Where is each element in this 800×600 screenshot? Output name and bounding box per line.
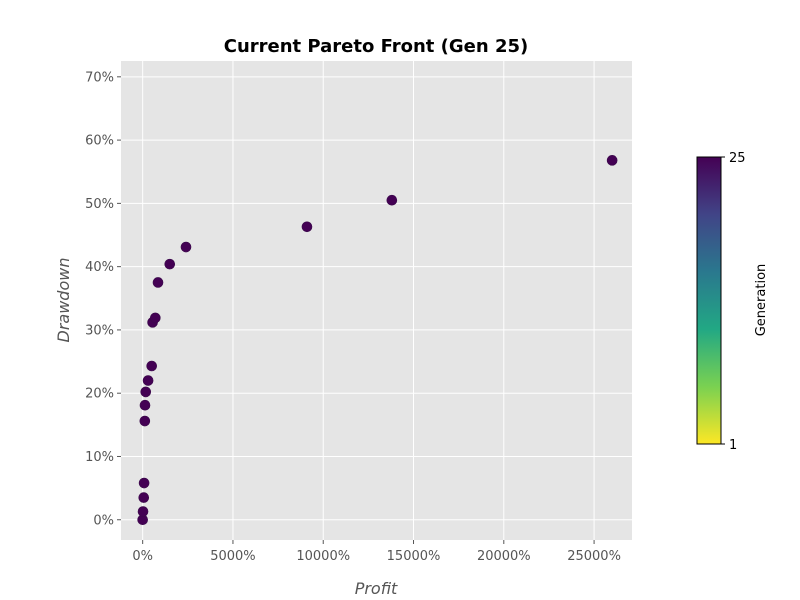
x-tick-label: 0% [132,549,153,564]
data-points [137,155,618,526]
data-point [139,399,151,411]
plot-area [121,61,632,540]
colorbar-gradient [696,156,722,445]
data-point [140,386,152,398]
x-axis-label: Profit [355,579,398,598]
y-tick-label: 40% [85,260,114,275]
colorbar: 25 1 Generation [696,151,769,453]
y-tick-label: 0% [93,513,114,528]
x-axis-ticks: 0% 5000% 10000% 15000% 20000% 25000% [132,540,621,564]
colorbar-max-label: 25 [729,151,746,166]
data-point [606,155,618,166]
colorbar-min-label: 1 [729,438,737,453]
y-tick-label: 10% [85,450,114,465]
data-point [301,221,313,233]
x-tick-label: 5000% [210,549,255,564]
data-point [142,375,154,386]
y-tick-label: 30% [85,323,114,338]
colorbar-label: Generation [754,264,769,337]
chart-title: Current Pareto Front (Gen 25) [224,36,529,57]
y-tick-label: 70% [85,70,114,85]
data-point [139,415,151,427]
x-tick-label: 10000% [296,549,350,564]
data-point [180,241,192,253]
y-axis-label: Drawdown [54,258,73,343]
y-tick-label: 20% [85,387,114,402]
data-point [164,258,176,270]
data-point [137,506,149,517]
data-point [386,194,398,206]
x-tick-label: 20000% [477,549,531,564]
x-tick-label: 25000% [567,549,621,564]
data-point [146,360,157,372]
y-tick-label: 60% [85,134,114,149]
data-point [150,312,161,324]
data-point [138,492,150,503]
y-axis-ticks: 0% 10% 20% 30% 40% 50% 60% 70% [85,70,121,528]
grid-lines [121,61,632,540]
y-tick-label: 50% [85,197,114,212]
data-point [138,477,150,489]
data-point [152,277,164,288]
x-tick-label: 15000% [387,549,441,564]
